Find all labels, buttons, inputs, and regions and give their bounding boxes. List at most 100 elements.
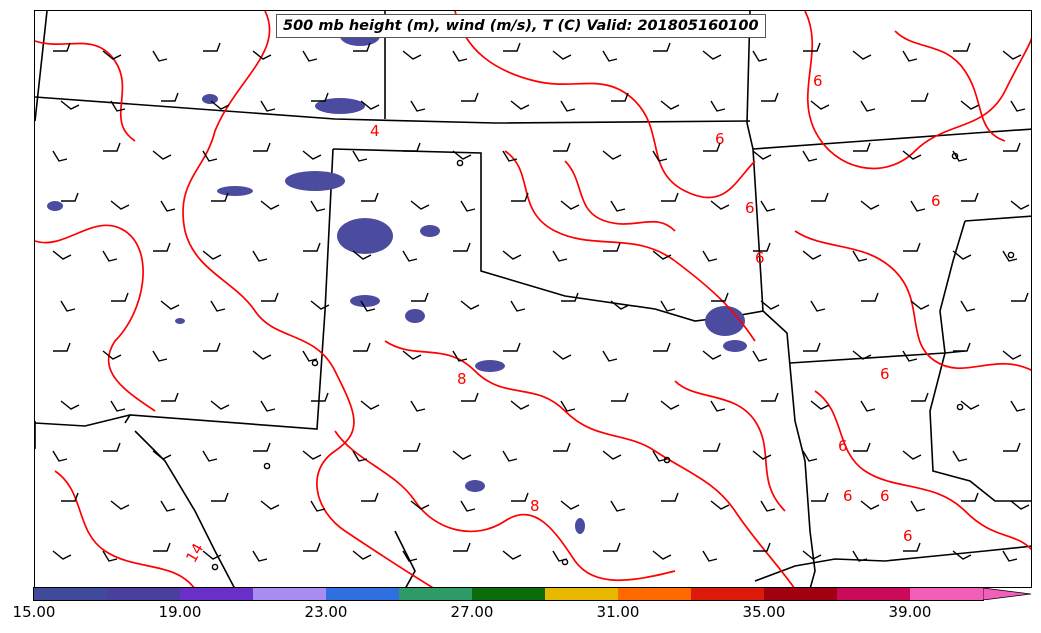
wind-barb xyxy=(703,142,721,152)
wind-barb xyxy=(203,342,221,352)
wind-barb xyxy=(560,400,576,412)
map-title: 500 mb height (m), wind (m/s), T (C) Val… xyxy=(276,14,766,38)
wind-barb xyxy=(203,42,221,52)
colorbar-segment xyxy=(180,588,253,600)
boundary-line xyxy=(332,148,764,322)
wind-barb xyxy=(1010,200,1030,210)
contour-label: 6 xyxy=(880,487,890,505)
wind-barb xyxy=(461,392,479,402)
contour-line xyxy=(54,470,195,587)
precipitation-shading xyxy=(47,26,747,534)
wind-barb xyxy=(952,550,972,560)
wind-barb xyxy=(353,342,371,352)
wind-barb xyxy=(60,300,76,312)
wind-barb xyxy=(160,200,176,212)
precip-area xyxy=(475,360,505,372)
colorbar-tick-label: 39.00 xyxy=(888,603,932,621)
boundary-line xyxy=(746,122,816,587)
contour-label: 6 xyxy=(745,199,755,217)
wind-barb xyxy=(110,500,130,510)
wind-barb xyxy=(860,500,880,510)
wind-barb xyxy=(702,550,718,562)
wind-barb xyxy=(710,200,730,210)
wind-barb xyxy=(1010,400,1026,412)
wind-barb xyxy=(103,142,121,152)
wind-barb xyxy=(902,150,922,160)
wind-barb xyxy=(252,350,272,360)
contour-line xyxy=(384,340,795,587)
calm-wind-circle xyxy=(663,456,671,464)
wind-barb xyxy=(102,550,118,562)
colorbar-segment xyxy=(472,588,545,600)
boundary-line xyxy=(789,350,966,364)
wind-barb xyxy=(602,50,618,62)
wind-barb xyxy=(810,400,830,410)
boundary-line xyxy=(35,414,131,427)
contour-label: 6 xyxy=(813,72,823,90)
boundary-line xyxy=(964,215,1031,222)
contour-label: 6 xyxy=(715,130,725,148)
calm-wind-circle xyxy=(561,558,569,566)
wind-barb xyxy=(610,500,626,512)
map-canvas: 4 6 6 6 6 6 6 6 6 6 6 8 8 14 xyxy=(35,11,1031,587)
wind-barb xyxy=(353,42,371,52)
wind-barb xyxy=(710,100,726,112)
wind-barb xyxy=(961,492,979,502)
wind-barb xyxy=(260,500,280,510)
wind-barb xyxy=(611,392,629,402)
wind-barb xyxy=(860,100,876,112)
wind-barb xyxy=(810,100,830,110)
wind-barb xyxy=(61,492,79,502)
wind-barb xyxy=(360,100,380,110)
wind-barb xyxy=(553,142,571,152)
wind-barb xyxy=(502,450,518,462)
wind-barb xyxy=(552,350,572,360)
wind-barb xyxy=(560,500,580,510)
contour-line xyxy=(794,230,1031,372)
wind-barb xyxy=(210,300,226,312)
wind-barb xyxy=(303,242,321,252)
colorbar-segment xyxy=(910,588,983,600)
wind-barb xyxy=(402,350,422,360)
wind-barb xyxy=(453,542,471,552)
wind-barb xyxy=(911,392,929,402)
contour-line xyxy=(894,30,1006,142)
wind-barb xyxy=(153,542,171,552)
calm-wind-circle xyxy=(951,152,959,160)
wind-barb xyxy=(510,100,530,110)
wind-barb xyxy=(702,50,722,60)
contour-line xyxy=(674,380,786,512)
wind-barb xyxy=(652,550,672,560)
wind-barb xyxy=(1011,292,1029,302)
wind-barb xyxy=(452,450,472,460)
wind-barb xyxy=(752,50,768,62)
wind-barb xyxy=(302,50,318,62)
wind-barb xyxy=(152,50,168,62)
wind-barb xyxy=(1002,250,1018,262)
wind-barb xyxy=(211,492,229,502)
wind-barb xyxy=(752,150,772,160)
boundary-line xyxy=(752,128,1031,150)
wind-barb xyxy=(152,450,172,460)
precip-area xyxy=(575,518,585,534)
wind-barb xyxy=(53,342,71,352)
boundary-line xyxy=(35,96,751,124)
wind-barb xyxy=(60,400,80,410)
wind-barb xyxy=(103,442,121,452)
boundary-line xyxy=(134,430,235,587)
wind-barb xyxy=(910,200,926,212)
wind-barb xyxy=(660,100,680,110)
wind-barb xyxy=(452,50,468,62)
wind-barb xyxy=(160,300,180,310)
wind-barb xyxy=(352,150,368,162)
wind-barb xyxy=(302,350,318,362)
wind-barb xyxy=(960,400,980,410)
precip-area xyxy=(175,318,185,324)
wind-barb xyxy=(52,450,68,462)
wind-barb xyxy=(311,392,329,402)
wind-barb xyxy=(802,550,822,560)
wind-barb xyxy=(652,150,668,162)
wind-barb xyxy=(852,250,868,262)
wind-barb xyxy=(52,150,68,162)
wind-barb xyxy=(152,350,168,362)
